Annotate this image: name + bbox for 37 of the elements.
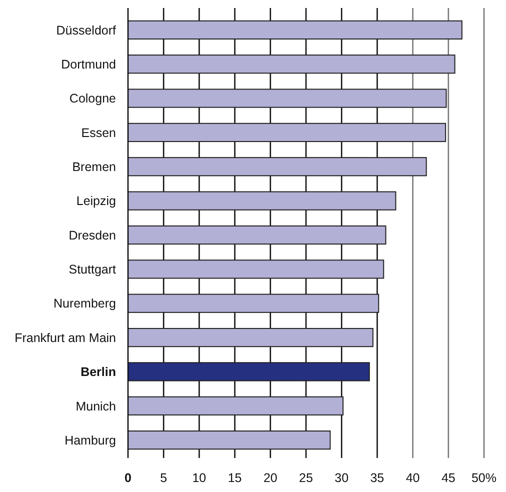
x-tick-label: 10 — [192, 471, 206, 485]
bar — [128, 88, 447, 108]
y-tick-label: Essen — [81, 126, 116, 140]
y-tick-label: Leipzig — [76, 194, 116, 208]
x-tick-label: 40 — [406, 471, 420, 485]
y-tick-label: Dortmund — [61, 57, 116, 72]
y-tick-label: Dresden — [68, 228, 116, 242]
bar — [128, 396, 344, 416]
x-tick-label: 30 — [334, 471, 349, 485]
x-tick-label: 50% — [471, 471, 497, 485]
y-tick-label: Nuremberg — [53, 296, 116, 311]
bar — [128, 157, 427, 176]
bar — [128, 362, 370, 382]
bar — [128, 294, 380, 313]
y-tick-label: Cologne — [69, 92, 116, 106]
x-tick-label: 5 — [160, 471, 168, 485]
y-tick-label: Munich — [76, 399, 116, 414]
x-tick-label: 45 — [441, 471, 456, 485]
y-tick-label: Bremen — [72, 160, 116, 174]
x-tick-label: 15 — [228, 471, 242, 485]
x-tick-label: 35 — [370, 471, 384, 485]
y-tick-label: Stuttgart — [68, 262, 117, 277]
y-tick-label: Hamburg — [64, 433, 116, 448]
y-tick-label: Frankfurt am Main — [14, 330, 116, 345]
bar — [128, 225, 386, 245]
y-tick-label: Düsseldorf — [56, 23, 117, 38]
bar — [128, 122, 446, 142]
bar — [128, 20, 462, 40]
bar — [128, 260, 384, 279]
bar — [128, 430, 331, 450]
x-tick-label: 20 — [263, 471, 278, 485]
bar — [128, 54, 456, 74]
x-tick-label: 0 — [124, 471, 132, 485]
y-tick-label: Berlin — [80, 365, 116, 380]
x-tick-label: 25 — [299, 471, 313, 485]
bar — [128, 191, 396, 210]
bar — [128, 328, 374, 348]
